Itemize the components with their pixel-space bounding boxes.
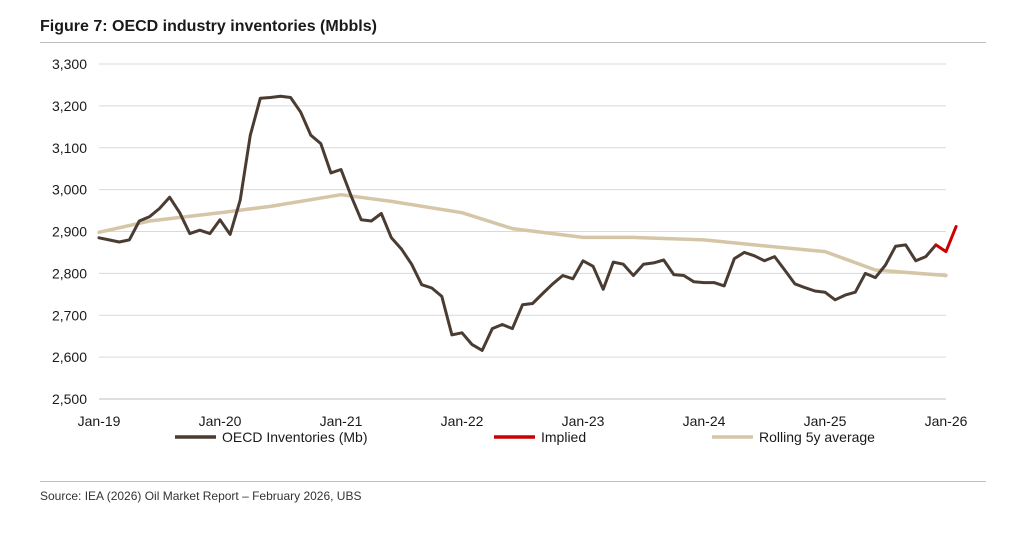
x-axis: Jan-19 Jan-20 Jan-21 Jan-22 Jan-23 Jan-24 Jan-… (78, 398, 968, 429)
y-tick-label: 3,000 (52, 182, 87, 198)
y-tick-label: 2,900 (52, 224, 87, 240)
chart-title: Figure 7: OECD industry inventories (Mbb… (40, 18, 377, 35)
y-tick-label: 2,500 (52, 391, 87, 407)
series-line-2 (97, 192, 948, 278)
x-tick-label: Jan-26 (925, 413, 968, 429)
y-tick-label: 3,200 (52, 98, 87, 114)
y-tick-label: 2,600 (52, 349, 87, 365)
top-divider (40, 42, 986, 43)
y-tick-label: 2,800 (52, 265, 87, 281)
y-tick-label: 3,100 (52, 140, 87, 156)
x-tick-label: Jan-24 (683, 413, 726, 429)
x-tick-label: Jan-19 (78, 413, 121, 429)
x-tick-label: Jan-25 (804, 413, 847, 429)
series-lines (97, 94, 958, 352)
x-tick-label: Jan-22 (441, 413, 484, 429)
y-tick-label: 3,300 (52, 56, 87, 72)
series-line-0 (97, 94, 938, 352)
x-tick-label: Jan-21 (320, 413, 363, 429)
legend-label: Rolling 5y average (759, 429, 875, 445)
y-tick-label: 2,700 (52, 307, 87, 323)
y-axis: 2,500 2,600 2,700 2,800 2,900 3,000 3,100 3,200… (52, 56, 87, 407)
source-note: Source: IEA (2026) Oil Market Report – F… (40, 489, 362, 503)
x-tick-label: Jan-23 (562, 413, 605, 429)
x-tick-label: Jan-20 (199, 413, 242, 429)
legend-label: Implied (541, 429, 586, 445)
legend-label: OECD Inventories (Mb) (222, 429, 367, 445)
series-line-1 (934, 225, 958, 254)
legend: OECD Inventories (Mb) Implied Rolling 5y a… (175, 429, 875, 445)
bottom-divider (40, 481, 986, 482)
